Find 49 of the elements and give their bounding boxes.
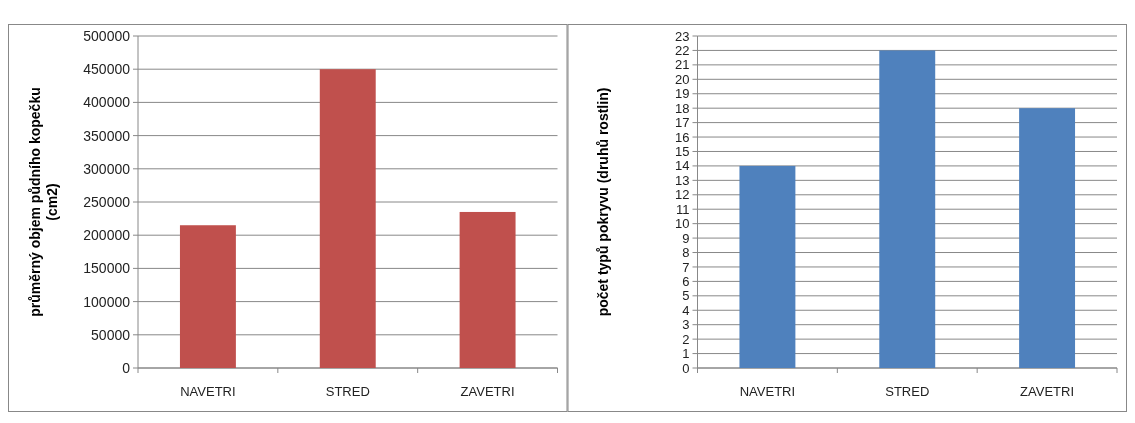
- y-axis-title: průměrný objem půdního kopečku (cm2): [27, 87, 60, 317]
- y-tick-label: 350000: [83, 127, 131, 144]
- y-tick-label: 450000: [83, 61, 131, 78]
- x-tick-label: STRED: [325, 384, 370, 399]
- y-tick-label: 21: [675, 57, 690, 73]
- x-tick-label: ZAVETRI: [1020, 384, 1075, 399]
- y-tick-label: 2: [682, 331, 690, 347]
- y-tick-label: 250000: [83, 193, 131, 210]
- y-tick-label: 23: [675, 28, 690, 44]
- bar: [739, 165, 796, 368]
- y-tick-label: 16: [675, 129, 690, 145]
- y-tick-label: 19: [675, 86, 690, 102]
- y-tick-label: 400000: [83, 94, 131, 111]
- bar: [1019, 108, 1076, 368]
- y-tick-label: 11: [676, 201, 690, 217]
- y-tick-label: 1: [682, 346, 690, 362]
- y-tick-label: 0: [122, 359, 131, 376]
- y-tick-label: 5: [682, 288, 690, 304]
- y-tick-label: 150000: [83, 260, 131, 277]
- y-tick-label: 22: [675, 42, 690, 58]
- y-tick-label: 4: [682, 302, 690, 318]
- bar: [319, 69, 376, 368]
- y-axis-title: počet typů pokryvu (druhů rostlin): [594, 87, 611, 317]
- x-tick-label: ZAVETRI: [460, 384, 515, 399]
- y-tick-label: 200000: [83, 227, 131, 244]
- y-tick-label: 500000: [83, 27, 131, 44]
- y-tick-label: 7: [682, 259, 690, 275]
- y-tick-label: 15: [675, 144, 690, 160]
- bar: [459, 211, 516, 368]
- y-tick-label: 17: [675, 115, 690, 131]
- bar: [879, 50, 936, 368]
- y-tick-label: 18: [675, 100, 690, 116]
- y-tick-label: 10: [675, 216, 690, 232]
- y-tick-label: 0: [682, 360, 690, 376]
- y-tick-label: 100000: [83, 293, 131, 310]
- y-tick-label: 9: [682, 230, 690, 246]
- y-tick-label: 6: [682, 273, 690, 289]
- x-tick-label: NAVETRI: [739, 384, 796, 399]
- y-tick-label: 12: [675, 187, 690, 203]
- x-tick-label: STRED: [885, 384, 930, 399]
- y-tick-label: 8: [682, 245, 690, 261]
- y-tick-label: 14: [675, 158, 690, 174]
- y-tick-label: 50000: [91, 326, 131, 343]
- y-tick-label: 13: [675, 172, 690, 188]
- bar: [179, 225, 236, 368]
- x-tick-label: NAVETRI: [180, 384, 236, 399]
- y-tick-label: 3: [682, 317, 690, 333]
- y-tick-label: 20: [675, 71, 690, 87]
- y-tick-label: 300000: [83, 160, 131, 177]
